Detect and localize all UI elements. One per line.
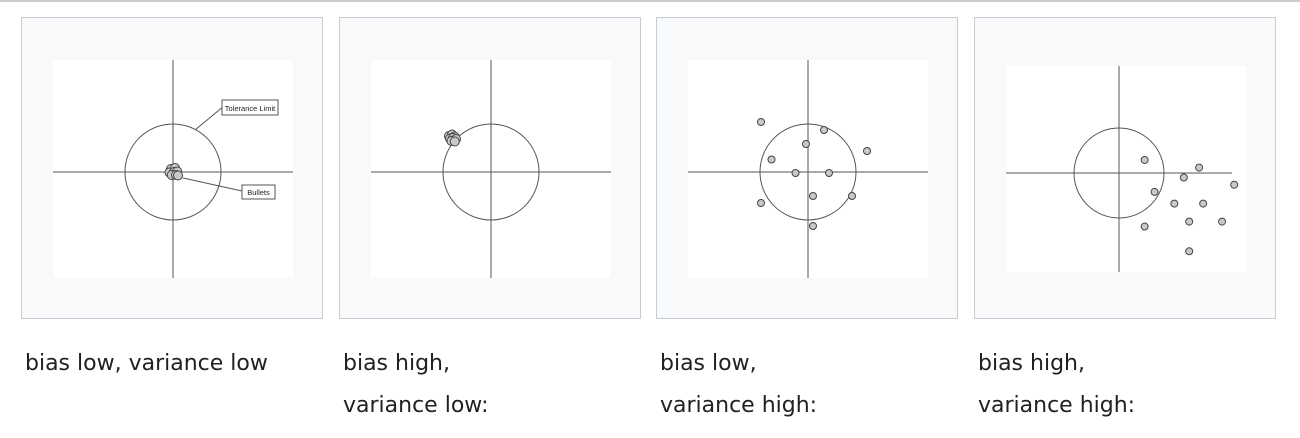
bullet-hole [1195,163,1204,172]
caption-line: variance high: [978,393,1136,418]
tolerance-circle [1073,127,1165,219]
caption-2: bias high, variance low: [343,343,643,427]
caption-1: bias low, variance low [25,343,325,385]
caption-line: bias low, [660,351,757,376]
target-diagram-1: Tolerance Limit Bullets [53,60,293,278]
shot-group [757,118,871,230]
bullet-hole [1170,199,1179,208]
tolerance-circle [442,123,540,221]
bullet-hole [791,169,800,177]
bullets-label-box [241,184,276,200]
bullet-hole [1230,180,1239,189]
target-svg-1: Tolerance Limit Bullets [53,60,293,278]
target-diagram-2 [371,60,611,278]
bullet-hole [809,192,817,200]
bullet-hole [1199,199,1208,208]
bullet-hole [1140,222,1149,231]
target-svg-4 [1006,66,1239,272]
caption-line: bias high, [343,351,450,376]
target-diagram-4 [1006,66,1246,272]
bullet-hole [173,170,183,181]
bullet-hole [1185,247,1194,256]
gallery-box-2[interactable] [339,17,641,319]
gallery-box-3[interactable] [656,17,958,319]
bullet-hole [757,199,765,207]
tolerance-label: Tolerance Limit [225,104,276,113]
bullet-hole [1150,187,1159,196]
shot-group [164,163,183,181]
gallery-box-4[interactable] [974,17,1276,319]
shot-group [444,129,461,147]
bullet-hole [863,147,871,155]
bullet-hole [825,169,833,177]
caption-3: bias low, variance high: [660,343,960,427]
caption-line: variance high: [660,393,818,418]
target-svg-2 [371,60,611,278]
tolerance-label-box [221,99,279,116]
top-divider [0,0,1300,2]
bullets-label: Bullets [247,188,270,197]
bullet-hole [449,136,460,147]
caption-4: bias high, variance high: [978,343,1278,427]
gallery-box-1[interactable]: Tolerance Limit Bullets [21,17,323,319]
tolerance-circle [124,123,222,221]
bullet-hole [848,192,856,200]
tolerance-callout-line [194,105,225,131]
bullet-hole [1179,173,1188,182]
bullet-hole [757,118,765,126]
bullet-hole [820,126,828,134]
caption-line: bias low, variance low [25,351,268,376]
caption-line: bias high, [978,351,1085,376]
caption-line: variance low: [343,393,489,418]
target-diagram-3 [688,60,928,278]
shot-group [1140,155,1239,256]
bullet-hole [802,140,810,148]
bullet-hole [1140,155,1149,164]
bullet-hole [767,155,776,164]
target-svg-3 [688,60,928,278]
tolerance-circle [759,123,857,221]
bullet-hole [809,222,817,230]
bullets-callout-line [182,177,243,192]
bullet-hole [1218,217,1227,226]
bullet-hole [1185,217,1194,226]
